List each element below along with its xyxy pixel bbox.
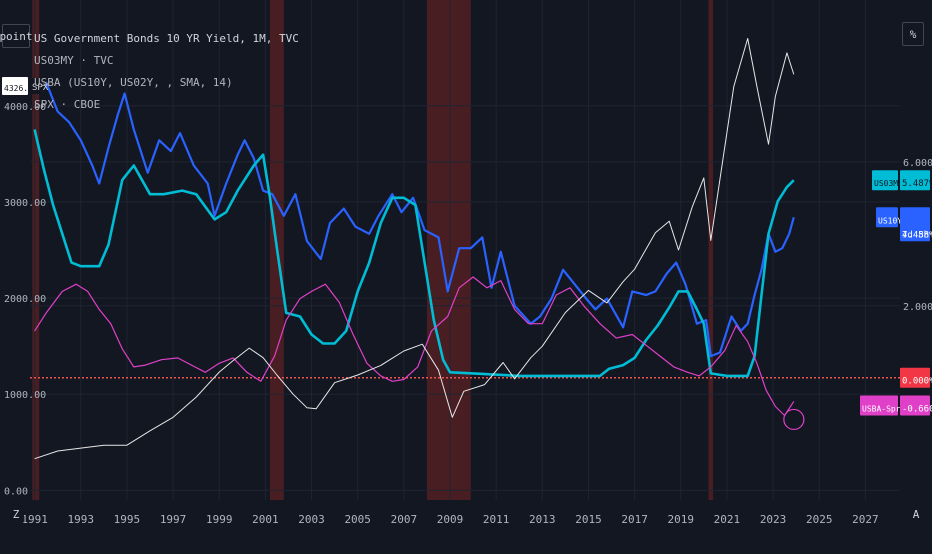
x-tick-1999: 1999	[206, 513, 233, 526]
legend-title[interactable]: US Government Bonds 10 YR Yield, 1M, TVC	[34, 32, 299, 45]
recession-band-3	[708, 0, 714, 500]
grid	[30, 0, 900, 500]
right-tick-1: 6.000%	[903, 158, 932, 169]
spread-label-badge: USBA-Spread	[862, 404, 915, 413]
legend-spx[interactable]: SPX · CBOE	[34, 98, 101, 111]
spx-symbol-badge-bg	[30, 78, 46, 94]
x-tick-1995: 1995	[114, 513, 141, 526]
x-tick-2011: 2011	[483, 513, 510, 526]
left-tick-0: 0.00	[4, 486, 28, 497]
left-tick-4: 4000.00	[4, 102, 46, 113]
x-tick-2019: 2019	[668, 513, 695, 526]
x-tick-2023: 2023	[760, 513, 787, 526]
us10y-value-badge: 4.458%	[902, 230, 932, 240]
x-tick-2005: 2005	[344, 513, 371, 526]
x-tick-2003: 2003	[298, 513, 325, 526]
point-button[interactable]: point	[0, 24, 33, 48]
x-tick-1991: 1991	[21, 513, 48, 526]
us03my-label-badge: US03MY	[874, 179, 903, 188]
recession-bands	[32, 0, 714, 500]
right-tick-0: 2.000%	[903, 302, 932, 313]
x-tick-2025: 2025	[806, 513, 833, 526]
series-us10y	[34, 81, 795, 358]
left-axis: 0.00 1000.00 2000.00 3000.00 4000.00	[4, 102, 46, 498]
recession-band-2	[426, 0, 471, 500]
series-us03my	[33, 129, 795, 378]
x-tick-1993: 1993	[68, 513, 95, 526]
x-tick-2007: 2007	[391, 513, 418, 526]
us10y-label-badge-bg	[876, 207, 898, 228]
spx-price-badge-bg	[2, 77, 28, 95]
legend-usba[interactable]: USBA (US10Y, US02Y, , SMA, 14)	[34, 76, 233, 89]
spx-price-badge: 4326.04	[4, 84, 38, 93]
x-tick-2017: 2017	[621, 513, 648, 526]
us10y-countdown: 7d 8h	[902, 230, 929, 240]
x-tick-2021: 2021	[714, 513, 741, 526]
x-tick-2013: 2013	[529, 513, 556, 526]
x-tick-1997: 1997	[160, 513, 187, 526]
zero-value-badge-bg	[900, 367, 930, 388]
spx-symbol-badge: SPX	[32, 83, 49, 93]
series-lines	[33, 38, 805, 460]
spread-value-badge: -0.660%	[902, 404, 932, 414]
spread-label-badge-bg	[860, 395, 898, 416]
recession-band-0	[32, 0, 40, 500]
x-tick-2027: 2027	[852, 513, 879, 526]
x-tick-2009: 2009	[437, 513, 464, 526]
right-axis: 2.000% 6.000%	[903, 158, 932, 313]
legend: US Government Bonds 10 YR Yield, 1M, TVC…	[34, 28, 299, 116]
us03my-value-badge-bg	[900, 170, 930, 191]
x-axis: 1991 1993 1995 1997 1999 2001 2003 2005 2007 2009…	[21, 513, 878, 526]
left-tick-1: 1000.00	[4, 390, 46, 401]
x-tick-2015: 2015	[575, 513, 602, 526]
legend-us03my[interactable]: US03MY · TVC	[34, 54, 114, 67]
us03my-value-badge: 5.487%	[902, 179, 932, 189]
us03my-label-badge-bg	[872, 170, 898, 191]
x-tick-2001: 2001	[252, 513, 279, 526]
zero-value-badge: 0.000%	[902, 377, 932, 387]
series-spx	[34, 38, 795, 460]
left-tick-3: 3000.00	[4, 198, 46, 209]
left-tick-2: 2000.00	[4, 294, 46, 305]
us10y-label-badge: US10Y	[878, 216, 902, 225]
auto-scale-button[interactable]: A	[908, 505, 924, 523]
spread-end-marker	[783, 408, 805, 431]
spread-value-badge-bg	[900, 395, 930, 416]
percent-button[interactable]: %	[902, 22, 924, 46]
zoom-button[interactable]: Z	[8, 505, 24, 523]
series-usba-spread	[34, 276, 795, 417]
us10y-value-badge-bg	[900, 207, 930, 242]
